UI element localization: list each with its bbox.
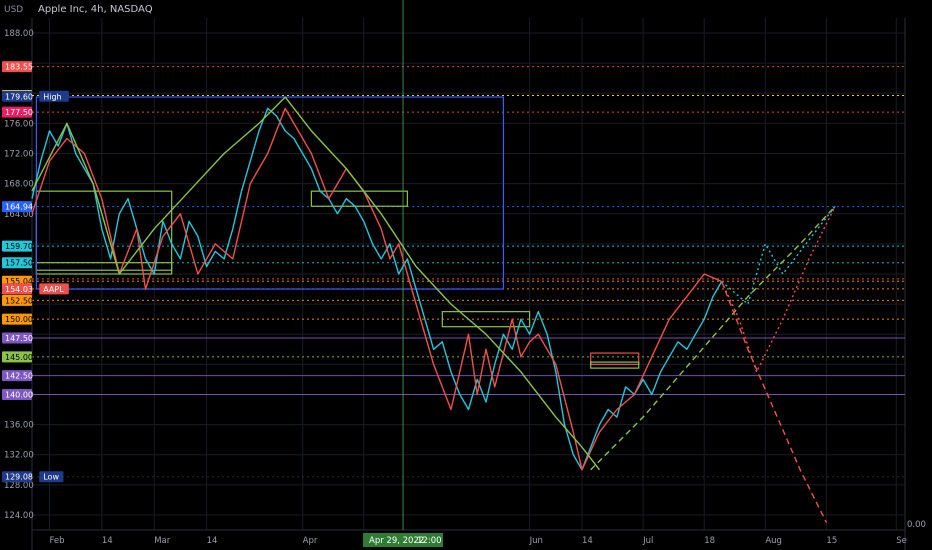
price-level-label: 177.50 [5, 108, 33, 117]
price-level-label: 155.04 [5, 277, 33, 286]
x-tick-label: Mar [154, 536, 171, 546]
pattern-box [590, 352, 640, 365]
x-tick-label: 15 [826, 536, 837, 546]
y-tick-label: 176.00 [4, 119, 34, 129]
series-line [31, 107, 723, 471]
x-tick-label: Feb [49, 536, 64, 546]
x-tick-label: 14 [102, 536, 113, 546]
series-line [590, 205, 836, 471]
price-level-badge [2, 471, 32, 483]
pattern-box [441, 311, 531, 328]
tag-badge [39, 90, 69, 102]
tag-label: AAPL [43, 285, 64, 294]
crosshair-date: Apr 29, 2022 [369, 536, 424, 546]
pattern-box [35, 96, 505, 290]
price-level-badge [2, 388, 32, 400]
price-level-badge [2, 332, 32, 344]
tag-badge [39, 283, 69, 295]
series-line [31, 96, 601, 471]
price-level-badge [2, 294, 32, 306]
x-tick-label: Apr [303, 536, 318, 546]
price-level-badge [2, 201, 32, 213]
chart-title: Apple Inc, 4h, NASDAQ [38, 4, 153, 15]
price-level-label: 140.00 [5, 390, 33, 399]
right-axis-label: 0.00 [907, 520, 926, 530]
price-level-label: 183.55 [5, 63, 33, 72]
price-level-label: 147.50 [5, 334, 33, 343]
y-tick-label: 136.00 [4, 421, 34, 431]
price-level-label: 157.50 [5, 259, 33, 268]
pattern-box [310, 190, 408, 207]
price-level-badge [2, 313, 32, 325]
y-tick-label: 132.00 [4, 451, 34, 461]
price-level-label: 179.60 [5, 92, 33, 101]
x-tick-label: Se [896, 536, 907, 546]
crosshair-time: 12:00 [417, 536, 442, 546]
series-line [721, 205, 836, 373]
price-level-badge [2, 257, 32, 269]
series-line [721, 205, 836, 305]
price-level-label: 150.00 [5, 315, 33, 324]
price-level-label: 152.50 [5, 296, 33, 305]
price-level-badge [2, 351, 32, 363]
pattern-box [590, 361, 640, 369]
x-tick-label: Jun [529, 536, 543, 546]
y-tick-label: 172.00 [4, 150, 34, 160]
price-level-label: 154.03 [5, 285, 33, 294]
price-level-badge [2, 370, 32, 382]
price-level-badge [2, 61, 32, 73]
crosshair-date-badge [363, 533, 444, 547]
tag-badge [39, 471, 64, 483]
x-tick-label: Jul [642, 536, 653, 546]
price-level-badge [2, 240, 32, 252]
x-tick-label: 18 [704, 536, 715, 546]
x-tick-label: 14 [207, 536, 218, 546]
price-level-badge [2, 106, 32, 118]
x-tick-label: 14 [582, 536, 593, 546]
y-tick-label: 188.00 [4, 29, 34, 39]
y-tick-label: 124.00 [4, 511, 34, 521]
price-level-badge [2, 90, 32, 102]
price-level-label: 159.70 [5, 242, 33, 251]
y-tick-label: 128.00 [4, 481, 34, 491]
currency-label: USD [4, 5, 24, 15]
price-level-label: 142.50 [5, 372, 33, 381]
tag-label: Low [43, 473, 59, 482]
y-tick-label: 164.00 [4, 210, 34, 220]
price-level-label: 129.08 [5, 473, 33, 482]
x-tick-label: Aug [765, 536, 782, 546]
price-level-badge [2, 283, 32, 295]
tag-label: High [43, 92, 61, 101]
price-level-label: 145.00 [5, 353, 33, 362]
series-line [31, 107, 722, 471]
price-level-label: 164.94 [5, 203, 33, 212]
y-tick-label: 168.00 [4, 180, 34, 190]
series-line [721, 281, 828, 523]
